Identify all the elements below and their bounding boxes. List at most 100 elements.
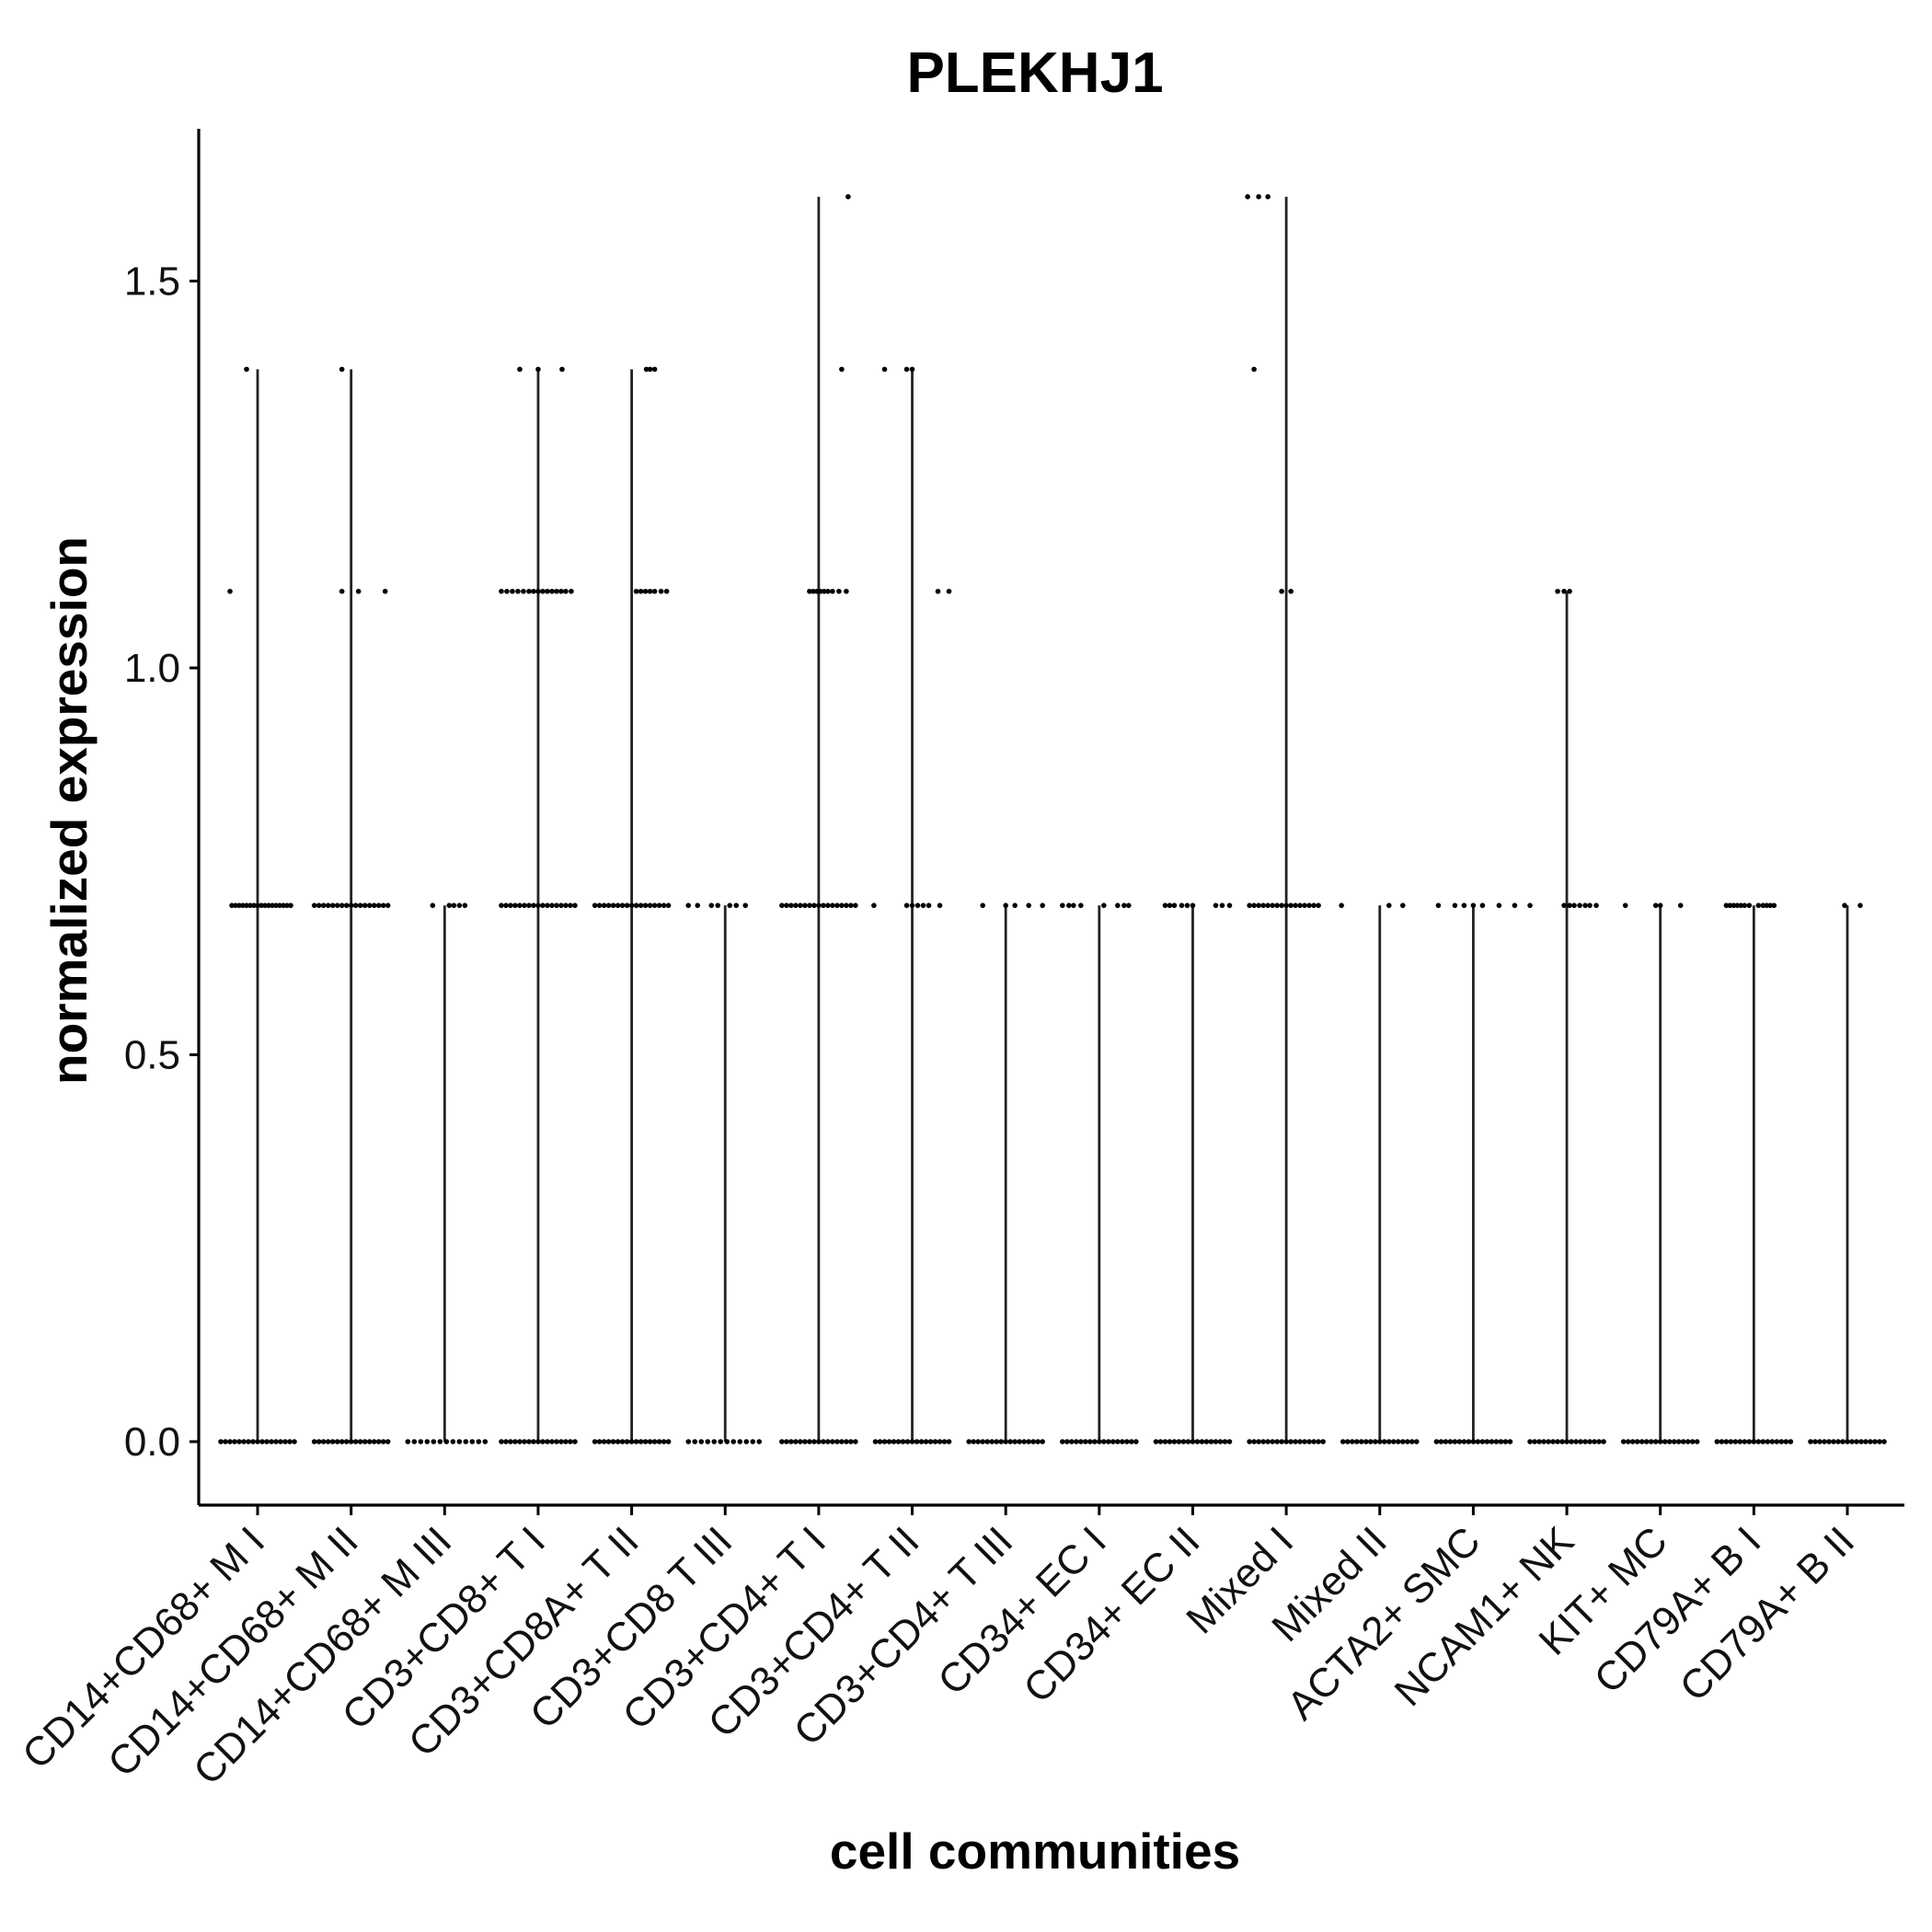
point-11-2-1 [1288, 588, 1294, 594]
point-3-1-2 [508, 903, 513, 908]
point-0-0-9 [259, 1439, 265, 1444]
point-4-1-12 [647, 903, 653, 908]
point-14-2-1 [1561, 588, 1567, 594]
point-3-0-5 [522, 1439, 527, 1444]
point-2-1-0 [430, 903, 436, 908]
point-6-1-7 [811, 903, 817, 908]
point-3-2-2 [510, 588, 515, 594]
point-11-1-4 [1265, 903, 1271, 908]
point-0-1-11 [270, 903, 275, 908]
point-8-1-0 [980, 903, 985, 908]
y-tick-label-2: 1.0 [124, 646, 180, 691]
point-14-0-0 [1527, 1439, 1533, 1444]
point-4-0-10 [638, 1439, 644, 1444]
point-6-0-5 [802, 1439, 808, 1444]
point-16-1-11 [1771, 903, 1777, 908]
point-11-0-4 [1265, 1439, 1271, 1444]
point-0-1-15 [284, 903, 290, 908]
point-14-0-7 [1559, 1439, 1565, 1444]
point-3-1-6 [526, 903, 532, 908]
point-17-0-10 [1854, 1439, 1859, 1444]
point-4-1-0 [592, 903, 598, 908]
point-2-0-8 [456, 1439, 463, 1444]
point-13-0-4 [1452, 1439, 1458, 1444]
point-9-1-5 [1115, 903, 1121, 908]
point-1-1-1 [316, 903, 322, 908]
point-3-2-1 [504, 588, 510, 594]
point-6-0-13 [839, 1439, 845, 1444]
point-17-0-4 [1826, 1439, 1832, 1444]
point-9-1-4 [1101, 903, 1107, 908]
point-8-1-2 [1012, 903, 1018, 908]
point-13-0-5 [1456, 1439, 1463, 1444]
point-6-0-7 [811, 1439, 817, 1444]
point-11-1-14 [1311, 903, 1317, 908]
point-13-0-6 [1461, 1439, 1467, 1444]
point-0-1-0 [229, 903, 235, 908]
point-0-0-1 [223, 1439, 228, 1444]
point-1-0-7 [343, 1439, 350, 1444]
point-0-1-4 [244, 903, 249, 908]
point-9-0-13 [1120, 1439, 1125, 1444]
point-8-0-9 [1007, 1439, 1013, 1444]
point-1-0-0 [311, 1439, 317, 1444]
point-16-1-4 [1738, 903, 1744, 908]
point-3-0-6 [526, 1439, 532, 1444]
point-7-1-5 [937, 903, 943, 908]
point-2-0-0 [405, 1439, 411, 1444]
point-14-0-13 [1587, 1439, 1593, 1444]
point-0-0-4 [236, 1439, 242, 1444]
point-1-2-1 [355, 588, 362, 594]
point-3-1-12 [554, 903, 559, 908]
point-7-0-9 [914, 1439, 920, 1444]
point-3-0-11 [549, 1439, 555, 1444]
point-5-0-1 [692, 1439, 698, 1444]
y-axis-title: normalized expression [40, 536, 98, 1085]
point-4-0-14 [656, 1439, 662, 1444]
point-1-2-2 [382, 588, 388, 594]
point-15-0-5 [1643, 1439, 1650, 1444]
point-1-0-14 [375, 1439, 382, 1444]
point-6-2-2 [814, 588, 820, 594]
point-1-0-9 [352, 1439, 359, 1444]
point-2-0-7 [450, 1439, 456, 1444]
point-1-0-6 [339, 1439, 345, 1444]
point-3-2-5 [526, 588, 532, 594]
point-4-1-8 [628, 903, 635, 908]
point-2-0-3 [424, 1439, 431, 1444]
point-1-0-16 [385, 1439, 391, 1444]
point-6-2-0 [807, 588, 812, 594]
point-9-0-7 [1092, 1439, 1098, 1444]
point-17-0-8 [1845, 1439, 1850, 1444]
point-3-1-10 [545, 903, 550, 908]
point-13-1-4 [1479, 903, 1486, 908]
point-4-1-16 [665, 903, 672, 908]
point-6-0-16 [853, 1439, 858, 1444]
point-14-0-5 [1550, 1439, 1556, 1444]
point-8-0-10 [1012, 1439, 1018, 1444]
point-10-1-7 [1219, 903, 1225, 908]
point-11-1-1 [1251, 903, 1257, 908]
point-7-0-10 [918, 1439, 925, 1444]
point-16-0-9 [1755, 1439, 1762, 1444]
point-6-1-9 [821, 903, 826, 908]
point-16-1-2 [1731, 903, 1737, 908]
point-10-0-15 [1222, 1439, 1228, 1444]
point-0-3-0 [244, 366, 249, 373]
point-0-1-14 [281, 903, 286, 908]
point-5-1-1 [695, 903, 701, 908]
point-16-1-8 [1760, 903, 1766, 908]
point-1-0-8 [348, 1439, 354, 1444]
point-2-0-12 [482, 1439, 489, 1444]
point-17-0-15 [1877, 1439, 1882, 1444]
point-3-1-13 [558, 903, 564, 908]
point-5-0-3 [705, 1439, 711, 1444]
point-1-1-10 [357, 903, 363, 908]
point-11-0-6 [1274, 1439, 1280, 1444]
point-7-0-4 [891, 1439, 897, 1444]
point-14-0-15 [1596, 1439, 1602, 1444]
point-2-1-3 [456, 903, 463, 908]
point-11-4-2 [1265, 194, 1271, 200]
point-10-0-0 [1153, 1439, 1159, 1444]
point-13-0-16 [1507, 1439, 1513, 1444]
